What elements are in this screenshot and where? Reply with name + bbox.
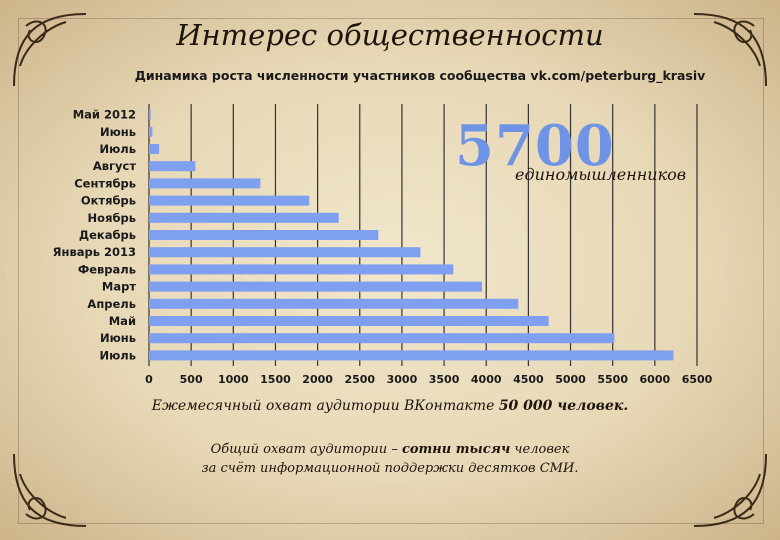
y-tick-label: Май 2012 [73, 108, 136, 122]
x-tick-label: 2000 [302, 373, 333, 386]
y-tick-label: Сентябрь [74, 176, 136, 190]
bar [149, 212, 339, 223]
y-tick-label: Ноябрь [88, 211, 136, 225]
bar [149, 126, 153, 137]
y-tick-label: Март [102, 280, 136, 294]
bar [149, 350, 674, 361]
bar [149, 333, 615, 344]
total-reach-value: сотни тысяч [401, 442, 511, 457]
corner-ornament-bottom-left [13, 453, 87, 527]
highlight-number: 5700 [455, 113, 615, 179]
bar [149, 178, 261, 189]
y-tick-label: Июль [100, 348, 137, 362]
x-tick-label: 500 [180, 373, 203, 386]
y-tick-label: Февраль [78, 262, 136, 276]
x-tick-label: 5000 [555, 373, 586, 386]
y-tick-label: Август [93, 159, 136, 173]
bar [149, 264, 454, 275]
y-tick-label: Октябрь [81, 194, 136, 208]
corner-ornament-bottom-right [693, 453, 767, 527]
y-tick-label: Апрель [87, 297, 136, 311]
page-frame [18, 18, 764, 524]
total-reach-prefix: Общий охват аудитории – [210, 442, 402, 457]
y-tick-label: Июнь [100, 331, 136, 345]
monthly-reach-value: 50 000 человек. [498, 398, 629, 414]
bar [149, 144, 160, 154]
x-tick-label: 4500 [513, 373, 544, 386]
x-tick-label: 2500 [344, 373, 375, 386]
bar [149, 281, 483, 292]
y-tick-label: Июль [100, 142, 137, 156]
x-tick-label: 4000 [471, 373, 502, 386]
media-support-text: за счёт информационной поддержки десятко… [201, 461, 579, 476]
y-tick-label: Май [109, 314, 136, 328]
corner-ornament-top-left [13, 13, 87, 87]
page-title: Интерес общественности [176, 18, 604, 52]
total-reach-text: Общий охват аудитории – сотни тысяч чело… [0, 440, 780, 478]
bar [149, 316, 549, 326]
chart-title: Динамика роста численности участников со… [134, 68, 706, 83]
y-tick-label: Декабрь [79, 228, 136, 242]
corner-ornament-top-right [693, 13, 767, 87]
monthly-reach-text: Ежемесячный охват аудитории ВКонтакте 50… [0, 398, 780, 414]
x-tick-label: 5500 [597, 373, 628, 386]
x-tick-label: 1000 [218, 373, 249, 386]
bar [149, 298, 519, 309]
x-tick-label: 1500 [260, 373, 291, 386]
bar [149, 161, 196, 172]
bar [149, 247, 421, 258]
monthly-reach-prefix: Ежемесячный охват аудитории ВКонтакте [151, 398, 499, 414]
bar [149, 109, 151, 120]
x-tick-label: 3500 [429, 373, 460, 386]
x-tick-label: 6500 [682, 373, 713, 386]
bar [149, 195, 310, 206]
x-tick-label: 0 [145, 373, 153, 386]
total-reach-suffix: человек [510, 442, 570, 457]
highlight-caption: единомышленников [515, 165, 687, 184]
x-tick-label: 3000 [387, 373, 418, 386]
bar [149, 230, 379, 240]
y-tick-label: Июнь [100, 125, 136, 139]
y-tick-label: Январь 2013 [53, 245, 136, 259]
x-tick-label: 6000 [640, 373, 671, 386]
